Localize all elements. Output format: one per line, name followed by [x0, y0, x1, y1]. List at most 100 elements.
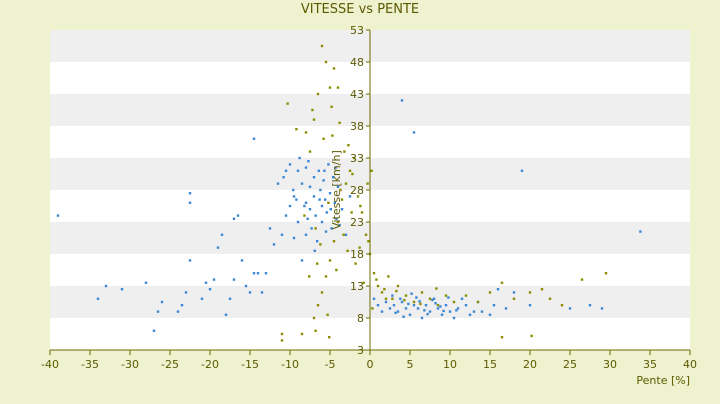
- data-point-blue: [344, 233, 348, 236]
- data-point-blue: [232, 217, 236, 220]
- x-tick-label: 25: [563, 358, 577, 371]
- data-point-blue: [455, 309, 458, 312]
- x-tick-label: -30: [121, 358, 139, 371]
- data-point-blue: [488, 313, 492, 316]
- data-point-olive: [362, 281, 365, 284]
- y-tick-label: 38: [350, 120, 364, 133]
- data-point-blue: [104, 284, 108, 288]
- data-point-olive: [312, 118, 316, 121]
- data-point-olive: [404, 294, 408, 297]
- data-point-blue: [304, 166, 308, 169]
- x-tick-label: -5: [325, 358, 336, 371]
- y-tick-label: 33: [350, 152, 364, 165]
- data-point-olive: [528, 291, 532, 294]
- data-point-olive: [314, 227, 317, 230]
- data-point-blue: [284, 214, 288, 217]
- data-point-olive: [580, 278, 584, 281]
- data-point-blue: [304, 201, 308, 204]
- data-point-blue: [264, 272, 268, 275]
- data-point-olive: [444, 294, 448, 297]
- data-point-blue: [452, 316, 456, 320]
- data-point-olive: [560, 304, 564, 307]
- data-point-blue: [288, 163, 292, 166]
- data-point-blue: [208, 288, 212, 291]
- data-point-blue: [380, 310, 384, 313]
- data-point-olive: [488, 291, 492, 294]
- data-point-blue: [312, 176, 316, 179]
- data-point-olive: [308, 275, 311, 278]
- data-point-olive: [359, 204, 362, 208]
- data-point-olive: [354, 262, 357, 265]
- data-point-blue: [313, 249, 316, 252]
- data-point-blue: [325, 211, 328, 214]
- data-point-blue: [318, 198, 321, 201]
- data-point-olive: [370, 169, 373, 172]
- data-point-blue: [204, 281, 208, 284]
- data-point-blue: [200, 297, 204, 300]
- data-point-olive: [308, 150, 312, 153]
- data-point-blue: [292, 188, 295, 192]
- data-point-blue: [391, 294, 394, 297]
- data-point-olive: [332, 67, 336, 70]
- y-axis-label: Vitesse [km/h]: [330, 150, 343, 230]
- data-point-blue: [184, 291, 188, 294]
- data-point-olive: [396, 284, 400, 288]
- data-point-blue: [464, 304, 468, 307]
- data-point-olive: [512, 297, 516, 300]
- data-point-olive: [395, 289, 398, 293]
- data-point-olive: [500, 281, 504, 284]
- data-point-blue: [310, 227, 313, 230]
- data-point-blue: [176, 310, 180, 313]
- data-point-blue: [303, 204, 306, 208]
- data-point-blue: [512, 291, 516, 294]
- data-point-olive: [316, 304, 320, 307]
- data-point-olive: [351, 172, 354, 176]
- data-point-olive: [604, 272, 608, 275]
- data-point-blue: [588, 304, 592, 307]
- data-point-blue: [468, 313, 472, 316]
- data-point-blue: [304, 233, 308, 236]
- data-point-olive: [330, 105, 333, 108]
- data-point-blue: [308, 208, 312, 211]
- y-tick-label: 13: [350, 280, 364, 293]
- data-point-blue: [408, 313, 412, 316]
- data-point-blue: [288, 204, 292, 208]
- data-point-blue: [428, 310, 432, 313]
- data-point-blue: [330, 227, 333, 230]
- x-tick-label: 0: [367, 358, 374, 371]
- data-point-blue: [420, 316, 424, 320]
- data-point-blue: [448, 310, 452, 313]
- data-point-olive: [336, 86, 340, 89]
- data-point-blue: [180, 304, 184, 307]
- x-tick-label: -10: [281, 358, 299, 371]
- data-point-olive: [403, 298, 406, 302]
- data-point-olive: [380, 291, 384, 294]
- x-tick-label: -15: [241, 358, 259, 371]
- data-point-olive: [280, 339, 284, 342]
- data-point-blue: [228, 297, 232, 300]
- data-point-olive: [316, 92, 320, 96]
- data-point-blue: [240, 259, 244, 262]
- y-tick-label: 3: [357, 344, 364, 357]
- data-point-olive: [387, 275, 390, 278]
- data-point-olive: [419, 302, 422, 306]
- data-point-blue: [300, 259, 304, 262]
- data-point-blue: [248, 291, 252, 294]
- data-point-blue: [392, 304, 396, 307]
- x-tick-label: 10: [443, 358, 457, 371]
- data-point-blue: [396, 310, 400, 313]
- data-point-olive: [312, 316, 316, 320]
- data-point-blue: [412, 304, 416, 307]
- data-point-blue: [400, 99, 404, 102]
- data-point-blue: [252, 272, 256, 275]
- data-point-blue: [319, 188, 322, 192]
- data-point-olive: [367, 240, 370, 243]
- y-tick-label: 43: [350, 88, 364, 101]
- data-point-olive: [540, 288, 544, 291]
- data-point-olive: [500, 336, 504, 339]
- data-point-blue: [188, 201, 192, 204]
- x-tick-label: -40: [41, 358, 59, 371]
- data-point-blue: [56, 214, 60, 217]
